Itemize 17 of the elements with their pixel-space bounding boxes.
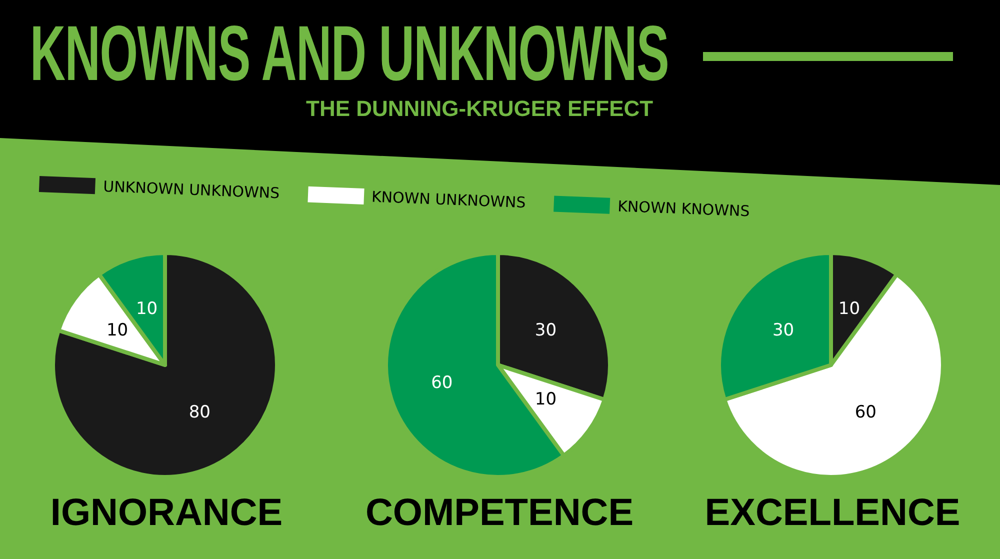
data-label: 80 bbox=[188, 402, 210, 423]
legend-label: KNOWN KNOWNS bbox=[617, 197, 750, 220]
data-label: 10 bbox=[534, 390, 557, 410]
text: EXCELLENCE bbox=[704, 492, 960, 534]
data-label: 30 bbox=[534, 320, 557, 340]
data-label: 60 bbox=[854, 402, 876, 423]
legend-label: UNKNOWN UNKNOWNS bbox=[102, 177, 280, 202]
text: THE DUNNING-KRUGER EFFECT bbox=[306, 96, 654, 122]
legend-label: KNOWN UNKNOWNS bbox=[371, 188, 526, 212]
data-label: 60 bbox=[431, 373, 453, 394]
data-label: 10 bbox=[106, 320, 128, 340]
data-label: 10 bbox=[136, 298, 158, 319]
text: IGNORANCE bbox=[50, 492, 283, 534]
text: COMPETENCE bbox=[365, 492, 634, 534]
data-label: 30 bbox=[772, 320, 794, 340]
text: KNOWNS AND UNKNOWNS bbox=[30, 8, 669, 99]
data-label: 10 bbox=[838, 298, 860, 319]
